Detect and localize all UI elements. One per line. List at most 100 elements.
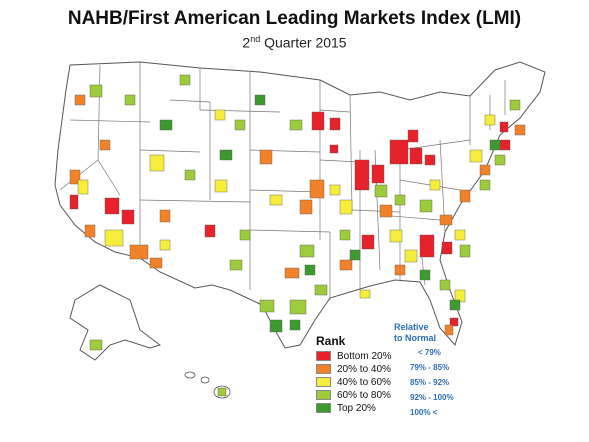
- metro-patch: [454, 229, 466, 241]
- metro-patch: [159, 209, 171, 223]
- metro-patch: [69, 169, 81, 185]
- metro-patch: [219, 149, 233, 161]
- metro-patch: [419, 199, 433, 213]
- legend-label: 20% to 40%: [337, 363, 391, 375]
- metro-patch: [254, 94, 266, 106]
- metro-patch: [214, 109, 226, 121]
- quarter-year: Quarter 2015: [260, 34, 347, 51]
- legend-swatch: [316, 403, 331, 413]
- metro-patch: [429, 179, 441, 191]
- legend-item: Bottom 20%: [316, 350, 391, 362]
- metro-patch: [329, 144, 339, 154]
- metro-patch: [509, 99, 521, 111]
- metro-patch: [409, 147, 423, 165]
- metro-patch: [124, 94, 136, 106]
- metro-patch: [184, 169, 196, 181]
- metro-patch: [304, 264, 316, 276]
- metro-patch: [449, 317, 459, 327]
- legend-label: Bottom 20%: [337, 350, 392, 362]
- metro-patch: [69, 194, 79, 210]
- relative-range-label: < 79%: [418, 348, 441, 357]
- metro-patch: [229, 259, 243, 271]
- legend-item: 40% to 60%: [316, 376, 391, 388]
- legend-label: 60% to 80%: [337, 389, 391, 401]
- metro-patch: [424, 154, 436, 166]
- metro-patch: [104, 197, 120, 215]
- metro-patch: [149, 257, 163, 269]
- quarter-ordinal-suffix: nd: [250, 34, 261, 44]
- metro-patch: [234, 119, 246, 131]
- relative-to-normal-title: Relative to Normal: [394, 322, 454, 344]
- metro-patch: [289, 319, 301, 331]
- metro-patch: [89, 339, 103, 351]
- metro-patch: [389, 139, 409, 165]
- metro-patch: [407, 129, 419, 143]
- metro-patch: [311, 111, 325, 131]
- relative-range-label: 92% - 100%: [410, 393, 454, 402]
- metro-patch: [494, 154, 506, 166]
- metro-patch: [394, 264, 406, 276]
- metro-patch: [309, 179, 325, 199]
- legend-swatch: [316, 364, 331, 374]
- metro-patch: [499, 121, 509, 133]
- metro-patch: [469, 149, 483, 163]
- metro-patch: [179, 74, 191, 86]
- metro-patch: [374, 184, 388, 198]
- metro-patch: [239, 229, 251, 241]
- metro-patch: [284, 267, 300, 279]
- metro-patch: [514, 124, 526, 136]
- metro-patch: [159, 239, 171, 251]
- metro-patch: [499, 139, 511, 151]
- metro-patch: [77, 179, 89, 195]
- metro-patch: [419, 234, 435, 258]
- metro-patch: [99, 139, 111, 151]
- metro-patch: [441, 241, 453, 255]
- metro-patch: [339, 229, 351, 241]
- relative-range-label: 85% - 92%: [410, 378, 450, 387]
- legend-swatch: [316, 351, 331, 361]
- metro-patch: [299, 244, 315, 258]
- metro-patch: [489, 139, 501, 151]
- metro-patch: [479, 164, 491, 176]
- metro-patch: [419, 269, 431, 281]
- map-subtitle: 2nd Quarter 2015: [0, 34, 589, 51]
- metro-patch: [361, 234, 375, 250]
- metro-patch: [217, 387, 227, 397]
- metro-patch: [339, 259, 353, 271]
- metro-markets: [69, 74, 526, 397]
- metro-patch: [339, 199, 353, 215]
- relative-range-label: 79% - 85%: [410, 363, 450, 372]
- metro-patch: [459, 189, 471, 203]
- legend-label: Top 20%: [337, 402, 376, 414]
- metro-patch: [439, 279, 451, 291]
- legend-item: 20% to 40%: [316, 363, 391, 375]
- legend-label: 40% to 60%: [337, 376, 391, 388]
- relative-title-line2: to Normal: [394, 333, 437, 343]
- metro-patch: [314, 284, 328, 296]
- metro-patch: [449, 299, 461, 311]
- metro-patch: [159, 119, 173, 131]
- metro-patch: [329, 184, 341, 196]
- metro-patch: [289, 299, 307, 315]
- legend-item: Top 20%: [316, 402, 376, 414]
- legend-item: 60% to 80%: [316, 389, 391, 401]
- map-title: NAHB/First American Leading Markets Inde…: [67, 8, 522, 29]
- metro-patch: [394, 194, 406, 206]
- metro-patch: [121, 209, 135, 225]
- metro-patch: [204, 224, 216, 238]
- metro-patch: [259, 149, 273, 165]
- metro-patch: [299, 199, 313, 215]
- legend-title: Rank: [316, 334, 346, 348]
- metro-patch: [349, 249, 361, 261]
- metro-patch: [439, 214, 453, 226]
- quarter-number: 2: [242, 34, 251, 51]
- metro-patch: [329, 117, 341, 131]
- metro-patch: [479, 179, 491, 191]
- metro-patch: [129, 244, 149, 260]
- relative-title-line1: Relative: [394, 322, 429, 332]
- relative-range-label: 100% <: [410, 408, 438, 417]
- legend-swatch: [316, 377, 331, 387]
- metro-patch: [259, 299, 275, 313]
- metro-patch: [214, 179, 228, 193]
